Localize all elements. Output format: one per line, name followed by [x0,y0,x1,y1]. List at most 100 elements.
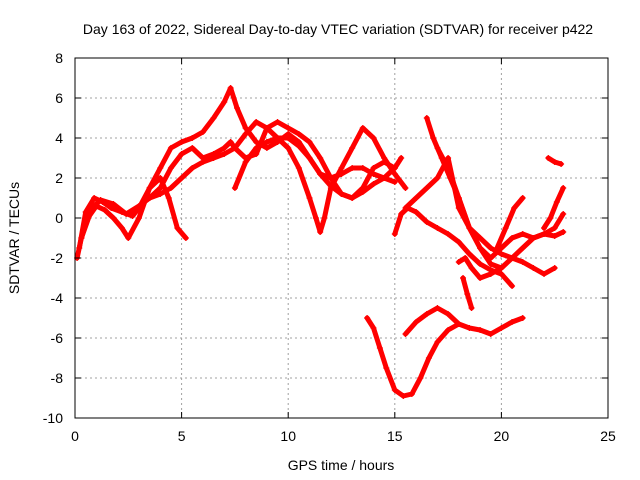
data-point [359,185,366,191]
data-point [460,275,467,281]
data-point [398,211,405,217]
data-point [306,195,313,201]
x-tick-label: 25 [600,428,616,444]
data-point [263,139,270,145]
data-point [434,175,441,181]
data-point [210,151,217,157]
data-point [402,185,409,191]
data-point [349,165,356,171]
data-point [359,165,366,171]
data-point [502,225,509,231]
data-point [445,155,452,161]
data-series [545,155,565,167]
data-point [413,195,420,201]
data-point [349,195,356,201]
data-point [498,325,505,331]
data-series [402,155,558,277]
data-point [477,261,484,267]
data-point [221,151,228,157]
data-point [295,131,302,137]
x-tick-label: 10 [280,428,296,444]
data-point [370,325,377,331]
data-point [547,215,554,221]
data-point [263,125,270,131]
y-tick-label: -6 [51,330,64,346]
data-series [231,135,398,201]
data-point [541,271,548,277]
chart-grid [75,58,608,418]
data-point [408,391,415,397]
data-point [464,291,471,297]
data-point [167,145,174,151]
data-series [78,119,409,241]
data-point [487,261,494,267]
data-point [146,185,153,191]
data-point [231,185,238,191]
data-point [413,209,420,215]
data-point [417,375,424,381]
data-point [551,265,558,271]
x-tick-labels: 0 5 10 15 20 25 [71,428,616,444]
data-point [391,231,398,237]
data-point [477,235,484,241]
data-point [541,231,548,237]
plot-frame [74,57,609,419]
y-tick-label: -4 [51,290,64,306]
data-point [434,339,441,345]
chart-title: Day 163 of 2022, Sidereal Day-to-day VTE… [83,21,593,37]
data-point [519,245,526,251]
data-point [430,135,437,141]
data-series [460,275,475,311]
data-point [231,145,238,151]
data-series [76,175,189,251]
data-point [97,197,104,203]
data-series [74,85,398,261]
data-point [445,327,452,333]
data-point [423,219,430,225]
data-point [381,159,388,165]
data-point [425,355,432,361]
data-point [370,181,377,187]
data-point [498,265,505,271]
data-point [551,159,558,165]
data-point [402,205,409,211]
data-point [242,125,249,131]
series-trace [456,255,504,281]
x-tick-label: 0 [71,428,79,444]
data-point [560,211,567,217]
data-point [317,155,324,161]
data-point [157,165,164,171]
y-tick-label: 4 [55,130,63,146]
data-point [91,195,98,201]
data-point [398,155,405,161]
data-point [558,161,565,167]
data-point [391,179,398,185]
data-point [455,321,462,327]
data-point [285,125,292,131]
data-point [274,119,281,125]
data-point [391,387,398,393]
y-axis-label: SDTVAR / TECUs [6,182,22,294]
series-trace [403,155,558,277]
data-point [477,327,484,333]
data-point [199,155,206,161]
data-point [413,319,420,325]
data-point [129,213,136,219]
series-trace [424,115,566,271]
series-trace [403,305,526,337]
data-point [210,115,217,121]
data-point [182,235,189,241]
data-point [242,131,249,137]
y-tick-label: -8 [51,370,64,386]
data-point [274,135,281,141]
series-trace [78,119,408,241]
chart-ticks [74,57,609,419]
data-point [110,201,117,207]
series-trace [232,135,398,201]
data-point [530,265,537,271]
data-point [477,245,484,251]
data-point [553,199,560,205]
data-point [509,235,516,241]
x-tick-label: 5 [178,428,186,444]
x-tick-label: 20 [494,428,510,444]
